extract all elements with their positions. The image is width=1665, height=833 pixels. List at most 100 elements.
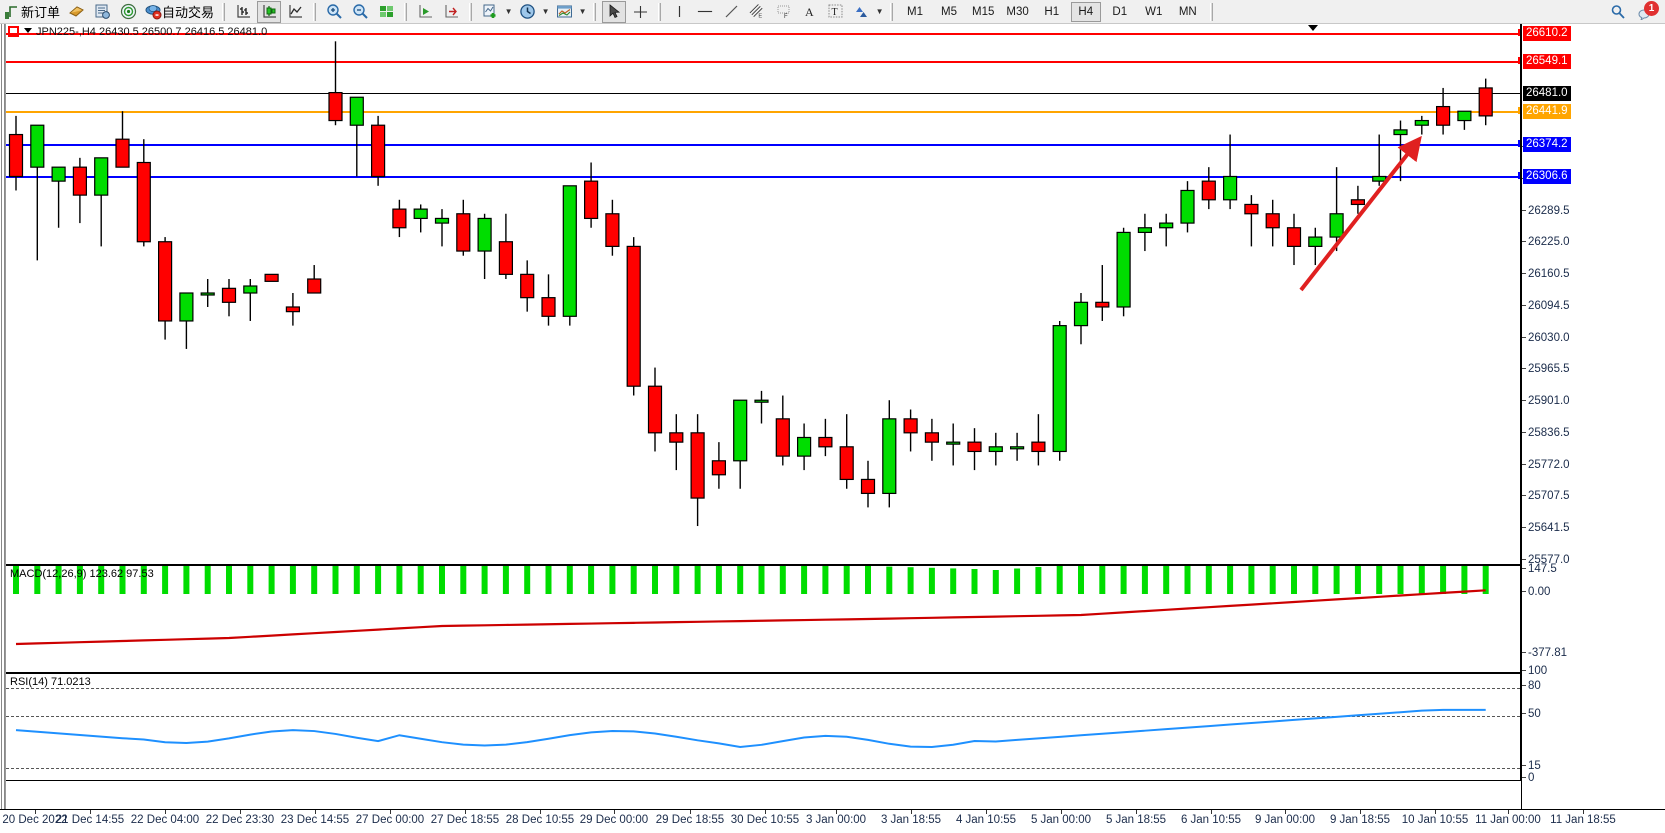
time-tick-mark (765, 810, 766, 814)
timeframe-mn[interactable]: MN (1178, 5, 1197, 18)
price-line-26374[interactable] (6, 144, 1520, 146)
templates-button[interactable] (552, 1, 576, 23)
toolbar-separator (1209, 2, 1213, 21)
fibonacci-icon: E (748, 3, 766, 21)
zoom-in-icon (325, 3, 343, 21)
timeframe-w1[interactable]: W1 (1145, 5, 1163, 18)
main-toolbar: 新订单 (0, 0, 1665, 24)
svg-text:E: E (758, 14, 762, 20)
line-handle-26306[interactable] (1518, 172, 1520, 179)
price-line-26549[interactable] (6, 61, 1520, 63)
timeframe-m15[interactable]: M15 (972, 5, 995, 18)
main-price-pane[interactable]: JPN225-,H4 26430.5 26500.7 26416.5 26481… (6, 24, 1521, 565)
market-watch-button[interactable] (64, 1, 88, 23)
search-button[interactable] (1606, 1, 1630, 23)
time-tick-mark (911, 810, 912, 814)
rsi-level-15 (6, 768, 1520, 769)
trendline-button[interactable] (719, 1, 743, 23)
indicator-scale-tick: 147.5 (1522, 563, 1557, 575)
auto-scroll-button[interactable] (439, 1, 463, 23)
auto-trading-label: 自动交易 (162, 5, 215, 20)
price-level-badge-red[interactable]: 26610.2 (1523, 26, 1571, 41)
text-button[interactable]: A (797, 1, 821, 23)
price-line-26610[interactable] (6, 33, 1520, 35)
line-handle-26610[interactable] (1518, 29, 1520, 36)
price-line-26441[interactable] (6, 111, 1520, 113)
arrow-shapes-button[interactable] (849, 1, 873, 23)
time-tick: 6 Jan 10:55 (1180, 814, 1242, 826)
line-chart-button[interactable] (283, 1, 307, 23)
line-handle-26441[interactable] (1518, 107, 1520, 114)
macd-pane[interactable]: MACD(12,26,9) 123.62 97.53 (6, 565, 1521, 673)
rsi-pane[interactable]: RSI(14) 71.0213 (6, 673, 1521, 781)
timeframe-h1[interactable]: H1 (1044, 5, 1060, 18)
timeframe-m30[interactable]: M30 (1006, 5, 1029, 18)
price-line-26306[interactable] (6, 176, 1520, 178)
timeframe-h4[interactable]: H4 (1070, 1, 1101, 22)
toolbar-separator (313, 2, 317, 21)
time-scale[interactable]: 20 Dec 2022 21 Dec 14:55 22 Dec 04:00 22 De… (0, 809, 1665, 833)
line-handle-26374[interactable] (1518, 140, 1520, 147)
alerts-button[interactable]: 1 (1632, 0, 1659, 23)
price-level-badge-blue[interactable]: 26374.2 (1523, 137, 1571, 152)
time-tick: 21 Dec 14:55 (55, 814, 125, 826)
bar-chart-button[interactable] (231, 1, 255, 23)
fibonacci-button[interactable]: E (745, 1, 769, 23)
chart-symbol-header: JPN225-,H4 26430.5 26500.7 26416.5 26481… (36, 26, 268, 38)
add-indicator-dropdown[interactable]: ▼ (504, 7, 513, 16)
autoscroll-marker-icon[interactable] (1308, 25, 1318, 31)
text-box-icon: T (826, 3, 844, 21)
period-dropdown[interactable]: ▼ (541, 7, 550, 16)
time-tick-mark (836, 810, 837, 814)
new-order-icon (3, 3, 21, 21)
period-button[interactable] (515, 1, 539, 23)
tile-windows-icon (377, 3, 395, 21)
text-label-button[interactable]: F (771, 1, 795, 23)
price-tick: 26160.5 (1522, 268, 1570, 280)
zoom-out-button[interactable] (348, 1, 372, 23)
time-tick-mark (1136, 810, 1137, 814)
rsi-level-50 (6, 716, 1520, 717)
toolbar-separator (469, 2, 473, 21)
rsi-level-80 (6, 688, 1520, 689)
data-window-button[interactable] (90, 1, 114, 23)
time-tick: 10 Jan 10:55 (1401, 814, 1469, 826)
vertical-line-button[interactable] (667, 1, 691, 23)
text-box-button[interactable]: T (823, 1, 847, 23)
timeframe-m5[interactable]: M5 (941, 5, 958, 18)
chart-shift-button[interactable] (413, 1, 437, 23)
new-order-button[interactable]: 新订单 (0, 1, 63, 23)
timeframe-d1[interactable]: D1 (1112, 5, 1128, 18)
svg-text:A: A (805, 5, 814, 19)
chart-area: JPN225-,H4 26430.5 26500.7 26416.5 26481… (0, 24, 1665, 833)
time-tick-mark (35, 810, 36, 814)
line-handle-26549[interactable] (1518, 57, 1520, 64)
price-scale[interactable]: 26418.526354.026289.526225.026160.526094… (1521, 24, 1665, 809)
candlestick-chart-button[interactable] (257, 0, 282, 23)
arrow-shapes-dropdown[interactable]: ▼ (875, 7, 884, 16)
add-indicator-button[interactable] (478, 1, 502, 23)
period-clock-icon (518, 3, 536, 21)
tile-windows-button[interactable] (374, 1, 398, 23)
navigator-button[interactable] (116, 1, 140, 23)
zoom-out-icon (351, 3, 369, 21)
time-tick: 30 Dec 10:55 (730, 814, 800, 826)
time-tick: 27 Dec 00:00 (355, 814, 425, 826)
auto-scroll-icon (442, 3, 460, 21)
price-tick: 25836.5 (1522, 427, 1570, 439)
timeframe-m1[interactable]: M1 (907, 5, 924, 18)
horizontal-line-button[interactable] (693, 1, 717, 23)
templates-dropdown[interactable]: ▼ (578, 7, 587, 16)
arrow-shapes-icon (852, 3, 870, 21)
zoom-in-button[interactable] (322, 1, 346, 23)
auto-trading-button[interactable]: 自动交易 (141, 1, 217, 23)
price-level-badge-orange[interactable]: 26441.9 (1523, 104, 1571, 119)
price-tick: 26030.0 (1522, 332, 1570, 344)
price-level-badge-black[interactable]: 26481.0 (1523, 86, 1571, 101)
crosshair-button[interactable] (628, 1, 652, 23)
time-tick: 9 Jan 18:55 (1329, 814, 1391, 826)
price-level-badge-blue[interactable]: 26306.6 (1523, 169, 1571, 184)
cursor-button[interactable] (602, 0, 627, 23)
price-line-current (6, 93, 1520, 94)
price-level-badge-red[interactable]: 26549.1 (1523, 54, 1571, 69)
